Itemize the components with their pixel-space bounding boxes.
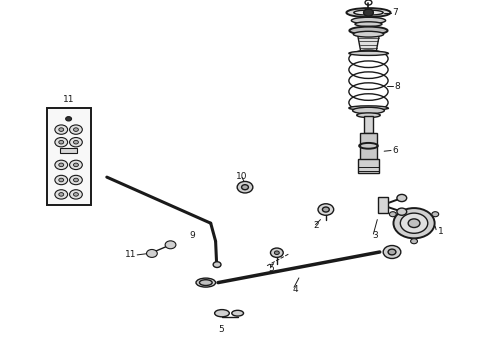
Ellipse shape bbox=[353, 31, 384, 37]
Ellipse shape bbox=[357, 113, 380, 117]
Polygon shape bbox=[358, 35, 379, 51]
Text: 2: 2 bbox=[314, 221, 319, 230]
Circle shape bbox=[70, 175, 82, 185]
Circle shape bbox=[400, 213, 428, 233]
Bar bbox=[60, 148, 77, 153]
Text: 4: 4 bbox=[293, 285, 298, 294]
Circle shape bbox=[390, 212, 396, 217]
Circle shape bbox=[70, 190, 82, 199]
Text: 8: 8 bbox=[394, 82, 400, 91]
Circle shape bbox=[397, 208, 407, 215]
Circle shape bbox=[393, 208, 435, 238]
Circle shape bbox=[70, 160, 82, 170]
Ellipse shape bbox=[346, 8, 391, 17]
Ellipse shape bbox=[215, 310, 229, 317]
Circle shape bbox=[59, 163, 64, 167]
Ellipse shape bbox=[349, 51, 388, 55]
Ellipse shape bbox=[351, 17, 386, 24]
Bar bbox=[360, 133, 377, 160]
Circle shape bbox=[383, 246, 401, 258]
Circle shape bbox=[66, 117, 72, 121]
Circle shape bbox=[270, 248, 283, 257]
Bar bbox=[358, 159, 379, 173]
Text: 11: 11 bbox=[125, 251, 136, 259]
Circle shape bbox=[59, 178, 64, 182]
Ellipse shape bbox=[196, 278, 216, 287]
Circle shape bbox=[59, 193, 64, 196]
Ellipse shape bbox=[354, 10, 383, 15]
Circle shape bbox=[70, 125, 82, 134]
Bar bbox=[364, 116, 373, 133]
Circle shape bbox=[408, 219, 420, 228]
Bar bbox=[378, 197, 388, 213]
Circle shape bbox=[147, 249, 157, 257]
Circle shape bbox=[74, 128, 78, 131]
Bar bbox=[47, 108, 91, 205]
Ellipse shape bbox=[349, 106, 388, 110]
Circle shape bbox=[274, 251, 279, 255]
Circle shape bbox=[74, 140, 78, 144]
Circle shape bbox=[432, 212, 439, 217]
Text: 10: 10 bbox=[236, 172, 247, 181]
Text: 1: 1 bbox=[438, 227, 443, 236]
Circle shape bbox=[74, 193, 78, 196]
Circle shape bbox=[74, 178, 78, 182]
Ellipse shape bbox=[355, 22, 382, 26]
Circle shape bbox=[70, 138, 82, 147]
Text: 6: 6 bbox=[392, 146, 398, 155]
Circle shape bbox=[411, 239, 417, 244]
Ellipse shape bbox=[349, 27, 388, 35]
Circle shape bbox=[165, 241, 176, 249]
Circle shape bbox=[55, 160, 68, 170]
Circle shape bbox=[388, 249, 396, 255]
Ellipse shape bbox=[199, 280, 212, 285]
Circle shape bbox=[59, 140, 64, 144]
Ellipse shape bbox=[352, 107, 384, 114]
Text: 11: 11 bbox=[63, 94, 74, 104]
Text: 5: 5 bbox=[269, 264, 274, 274]
Circle shape bbox=[55, 190, 68, 199]
Circle shape bbox=[55, 175, 68, 185]
Circle shape bbox=[237, 181, 253, 193]
Ellipse shape bbox=[232, 310, 244, 316]
Circle shape bbox=[318, 204, 334, 215]
Text: 7: 7 bbox=[392, 8, 398, 17]
Circle shape bbox=[55, 138, 68, 147]
Circle shape bbox=[59, 128, 64, 131]
Circle shape bbox=[74, 163, 78, 167]
Circle shape bbox=[213, 262, 221, 267]
Circle shape bbox=[397, 194, 407, 202]
Text: 5: 5 bbox=[219, 325, 224, 334]
Circle shape bbox=[364, 9, 373, 16]
Text: 9: 9 bbox=[190, 231, 196, 240]
Circle shape bbox=[322, 207, 329, 212]
Text: 3: 3 bbox=[372, 231, 378, 240]
Circle shape bbox=[242, 185, 248, 190]
Circle shape bbox=[55, 125, 68, 134]
